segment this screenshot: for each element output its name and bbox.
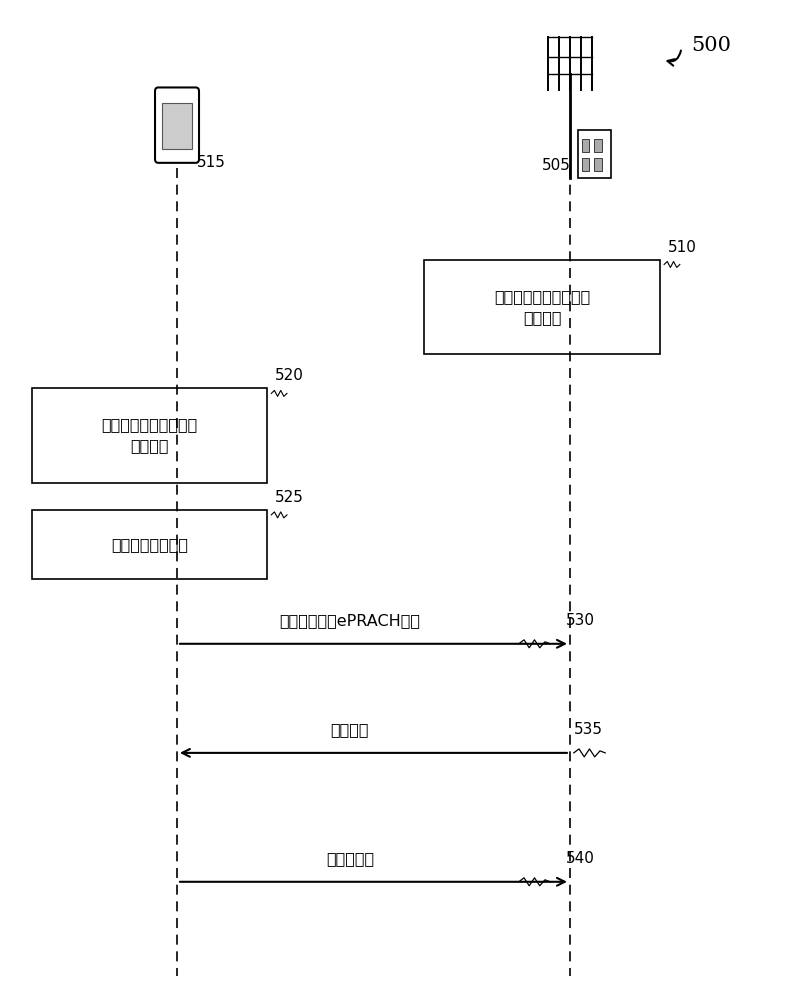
Text: 响应消息: 响应消息	[330, 722, 369, 737]
Text: 500: 500	[692, 36, 731, 55]
Text: 515: 515	[197, 155, 225, 170]
Text: 请求消息（在ePRACH上）: 请求消息（在ePRACH上）	[279, 613, 420, 628]
Text: 505: 505	[542, 158, 571, 173]
Bar	[162, 103, 192, 149]
Bar	[578, 130, 611, 178]
Text: 510: 510	[668, 240, 697, 255]
Text: 为接入非授权射频谱带
进行竞争: 为接入非授权射频谱带 进行竞争	[494, 289, 591, 325]
Bar	[582, 139, 589, 152]
Text: 为接入非授权射频谱带
进行竞争: 为接入非授权射频谱带 进行竞争	[102, 418, 198, 454]
Bar	[594, 158, 602, 171]
FancyBboxPatch shape	[155, 87, 199, 163]
Bar	[32, 388, 268, 483]
Bar	[594, 139, 602, 152]
Bar	[32, 510, 268, 579]
Text: 525: 525	[276, 490, 304, 505]
Text: 520: 520	[276, 368, 304, 383]
FancyArrowPatch shape	[668, 51, 681, 66]
Text: 535: 535	[574, 722, 603, 737]
Text: 530: 530	[566, 613, 595, 628]
Bar	[425, 260, 660, 354]
Text: 540: 540	[566, 851, 595, 866]
Text: 发起随机接入过程: 发起随机接入过程	[111, 537, 188, 552]
Text: 调度的传输: 调度的传输	[326, 851, 374, 866]
Bar	[582, 158, 589, 171]
